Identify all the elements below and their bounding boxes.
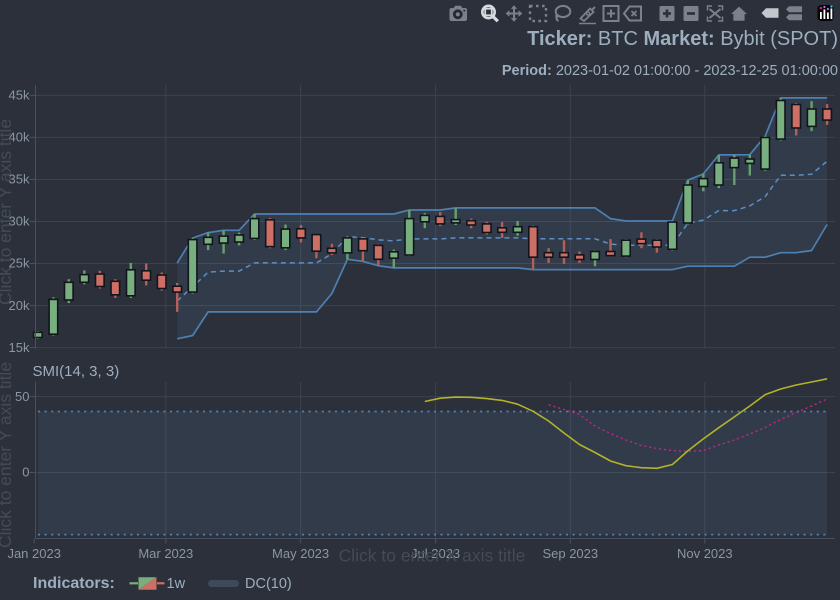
svg-text:0: 0 (22, 465, 29, 480)
svg-text:May 2023: May 2023 (272, 546, 329, 561)
svg-text:40k: 40k (9, 130, 30, 145)
svg-text:DC(10): DC(10) (245, 576, 292, 592)
svg-text:Sep 2023: Sep 2023 (542, 546, 598, 561)
svg-text:Nov 2023: Nov 2023 (677, 546, 733, 561)
svg-text:30k: 30k (9, 214, 30, 229)
svg-text:Period: 2023-01-02 01:00:00 -: Period: 2023-01-02 01:00:00 - 2023-12-25… (502, 63, 838, 79)
svg-text:Mar 2023: Mar 2023 (138, 546, 193, 561)
svg-text:25k: 25k (9, 256, 30, 271)
svg-text:35k: 35k (9, 172, 30, 187)
svg-text:Jan 2023: Jan 2023 (7, 546, 61, 561)
svg-text:15k: 15k (9, 340, 30, 355)
svg-text:20k: 20k (9, 298, 30, 313)
svg-text:Jul 2023: Jul 2023 (411, 546, 460, 561)
svg-text:Click to enter Y axis title: Click to enter Y axis title (0, 362, 15, 548)
svg-text:Click to enter X axis title: Click to enter X axis title (339, 546, 526, 566)
svg-text:50: 50 (15, 389, 29, 404)
svg-text:1w: 1w (167, 576, 186, 592)
svg-text:45k: 45k (9, 88, 30, 103)
svg-text:SMI(14, 3, 3): SMI(14, 3, 3) (33, 363, 120, 380)
svg-text:Click to enter Y axis title: Click to enter Y axis title (0, 119, 15, 305)
svg-text:Indicators:: Indicators: (33, 575, 115, 592)
svg-text:Ticker: BTC Market: Bybit (SPO: Ticker: BTC Market: Bybit (SPOT) (527, 28, 838, 50)
